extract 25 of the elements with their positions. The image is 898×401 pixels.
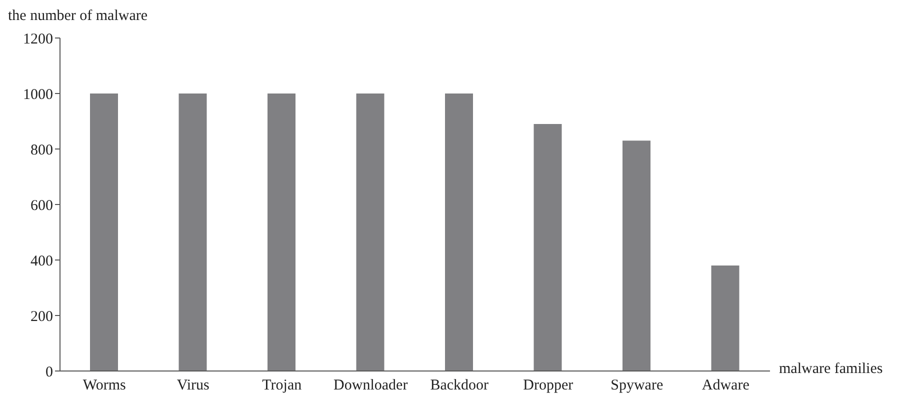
bar [90, 94, 118, 371]
bar [534, 124, 562, 371]
bar [711, 266, 740, 371]
x-axis-title: malware families [779, 361, 883, 378]
x-tick-label: Worms [82, 378, 126, 394]
bar [268, 94, 296, 371]
x-tick-label: Virus [176, 378, 210, 394]
bar [622, 140, 650, 371]
x-tick-label: Downloader [334, 378, 408, 394]
bar [356, 94, 384, 371]
bar [445, 94, 473, 371]
x-tick-label: Spyware [610, 378, 664, 394]
y-tick-label: 200 [30, 308, 53, 325]
y-tick-label: 1000 [23, 86, 53, 103]
y-tick-label: 0 [46, 364, 53, 380]
x-tick-label: Dropper [523, 378, 574, 394]
x-tick-label: Backdoor [430, 378, 489, 394]
x-tick-label: Trojan [262, 378, 302, 394]
y-tick-label: 400 [30, 253, 53, 270]
y-tick-label: 800 [30, 142, 53, 158]
y-tick-label: 600 [30, 198, 53, 214]
bar [178, 94, 207, 371]
y-axis-title: the number of malware [8, 8, 148, 25]
x-tick-label: Adware [702, 378, 750, 394]
y-tick-label: 1200 [23, 31, 53, 48]
